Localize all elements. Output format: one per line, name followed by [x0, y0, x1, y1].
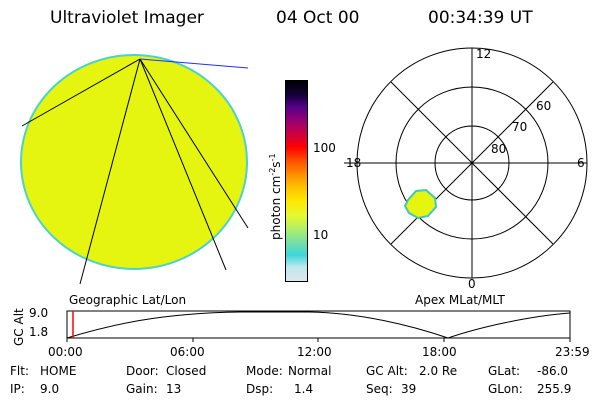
instrument-title: Ultraviolet Imager [50, 8, 204, 28]
dsp-value: 1.4 [294, 382, 314, 396]
altitude-ytick-1.8: 1.8 [29, 325, 49, 339]
altitude-xtick-1200: 12:00 [297, 345, 332, 359]
mode-label: Mode: [246, 364, 283, 378]
mlt-label-18: 18 [346, 156, 361, 170]
colorbar-tick-100: 100 [313, 141, 336, 155]
mlt-label-12: 12 [476, 47, 491, 61]
meridian-line [21, 58, 141, 127]
lat-label-70: 70 [512, 120, 527, 134]
altitude-xtick-0600: 06:00 [170, 345, 205, 359]
ip-label: IP: [10, 382, 25, 396]
seq-label: Seq: [366, 382, 393, 396]
ip-value: 9.0 [40, 382, 60, 396]
flt-label: Flt: [10, 364, 29, 378]
horizon-line [139, 58, 249, 69]
polar-caption: Apex MLat/MLT [415, 293, 505, 307]
lat-label-80: 80 [491, 142, 506, 156]
earth-disk [20, 54, 248, 270]
lat-label-60: 60 [536, 99, 551, 113]
colorbar-tick-10: 10 [313, 228, 329, 242]
dsp-label: Dsp: [246, 382, 274, 396]
gcalt-value: 2.0 Re [419, 364, 458, 378]
mode-value: Normal [288, 364, 332, 378]
altitude-xtick-2359: 23:59 [555, 345, 590, 359]
gcalt-label: GC Alt: [366, 364, 408, 378]
mlt-label-6: 6 [577, 156, 585, 170]
altitude-curve [66, 311, 571, 339]
glat-value: -86.0 [537, 364, 569, 378]
glon-label: GLon: [488, 382, 523, 396]
altitude-xtick-0000: 00:00 [48, 345, 83, 359]
gain-value: 13 [166, 382, 182, 396]
meridian-line [139, 58, 227, 271]
door-label: Door: [126, 364, 159, 378]
date-label: 04 Oct 00 [276, 8, 360, 28]
aurora-spot [403, 188, 438, 220]
globe-caption: Geographic Lat/Lon [69, 293, 187, 307]
flt-value: HOME [40, 364, 77, 378]
mlt-label-0: 0 [468, 277, 476, 291]
glat-label: GLat: [488, 364, 521, 378]
gain-label: Gain: [126, 382, 158, 396]
altitude-ytick-9: 9.0 [29, 306, 49, 320]
meridian-line [79, 58, 141, 285]
door-value: Closed [166, 364, 207, 378]
colorbar [285, 80, 308, 282]
meridian-line [139, 58, 249, 229]
time-label: 00:34:39 UT [428, 8, 533, 28]
altitude-xtick-1800: 18:00 [422, 345, 457, 359]
glon-value: 255.9 [537, 382, 572, 396]
seq-value: 39 [401, 382, 417, 396]
